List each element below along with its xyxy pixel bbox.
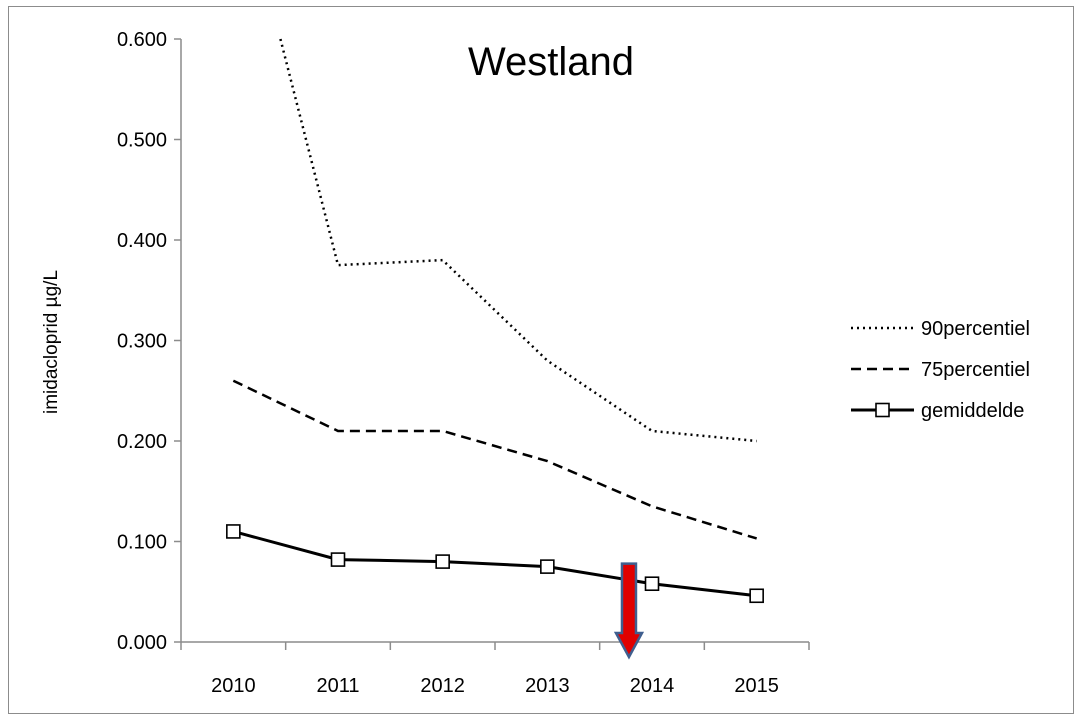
legend-marker [875,402,890,418]
arrow-down-annotation [613,562,645,660]
data-point-gemiddelde [749,588,764,604]
data-point-gemiddelde [330,552,346,567]
y-tick-label: 0.400 [117,230,167,252]
x-tick-label: 2015 [734,675,779,697]
x-tick-label: 2014 [630,675,675,697]
series-line-75percentiel [232,379,758,540]
data-point-gemiddelde [435,554,450,569]
y-tick-label: 0.200 [117,431,167,453]
y-tick-label: 0.100 [117,532,167,554]
legend: 90percentiel 75percentiel gemiddelde [851,318,1030,422]
legend-label-75percentiel: 75percentiel [921,359,1030,381]
y-tick-label: 0.600 [117,29,167,51]
y-tick-label: 0.300 [117,331,167,353]
x-tick-label: 2011 [316,675,359,697]
plot-area: 0.000 0.100 0.200 0.300 0.400 0.500 0.600 2010 2… [117,29,810,697]
legend-label-gemiddelde: gemiddelde [921,400,1024,422]
data-point-gemiddelde [226,524,241,539]
chart-title: Westland [468,40,634,84]
y-tick-label: 0.500 [117,130,167,152]
series-line-gemiddelde [232,530,757,598]
chart-frame: Westland imidacloprid µg/L 0.000 0.100 0.2… [8,6,1074,714]
y-axis-title: imidacloprid µg/L [41,270,62,414]
series-line-90percentiel [279,38,757,443]
y-tick-label: 0.000 [117,632,167,654]
data-point-gemiddelde [540,559,555,574]
line-chart: Westland imidacloprid µg/L 0.000 0.100 0.2… [41,29,1030,697]
x-tick-label: 2010 [211,675,256,697]
legend-label-90percentiel: 90percentiel [921,318,1030,340]
data-point-gemiddelde [644,576,660,592]
x-tick-label: 2012 [420,675,465,697]
x-tick-label: 2013 [525,675,570,697]
